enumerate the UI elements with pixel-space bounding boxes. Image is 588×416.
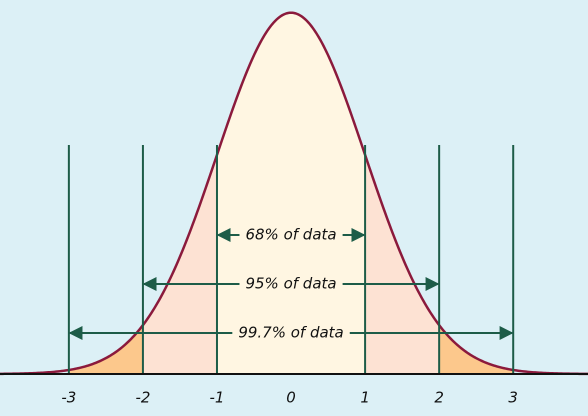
x-tick-label: 0 [286,389,296,407]
x-tick-label: -2 [135,389,150,407]
interval-area [216,12,366,375]
x-tick-label: 2 [434,389,444,407]
x-tick-label: 3 [508,389,518,407]
interval-label: 99.7% of data [238,324,343,342]
density-curve [0,11,588,376]
x-tick-label: -1 [209,389,224,407]
interval-label: 95% of data [245,275,336,293]
interval-label: 68% of data [245,226,336,244]
x-tick-label: -3 [61,389,76,407]
x-tick-label: 1 [360,389,370,407]
